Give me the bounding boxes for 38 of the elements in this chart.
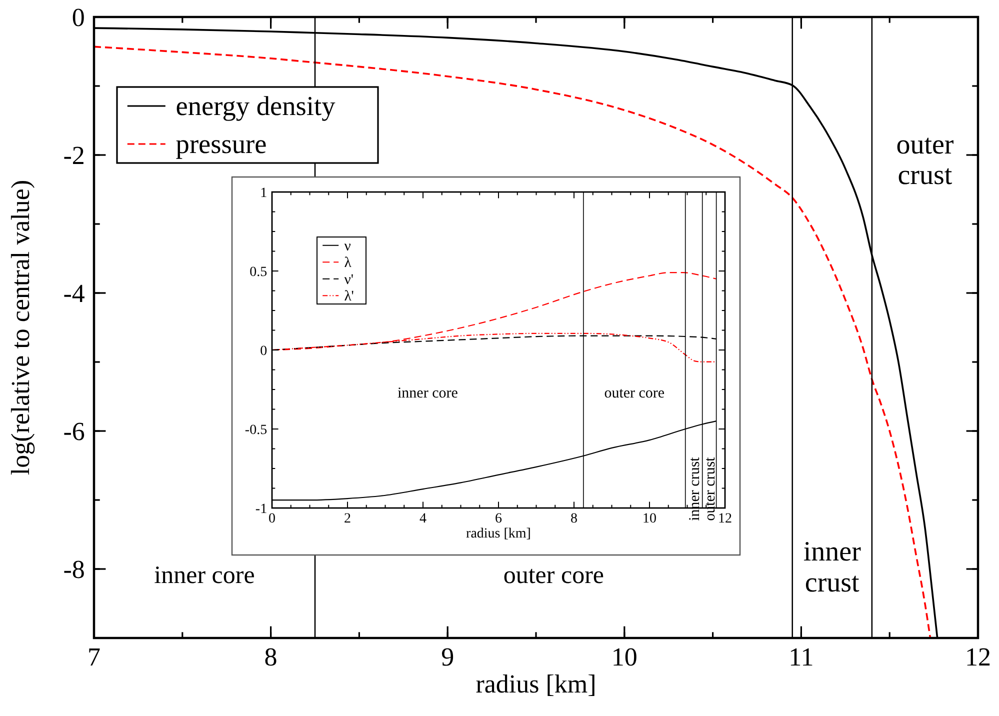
- y-tick-label: -6: [63, 417, 85, 446]
- legend-label: λ: [344, 255, 352, 272]
- x-tick-label: 8: [570, 512, 578, 527]
- y-tick-label: 0: [260, 344, 268, 359]
- y-tick-label: -4: [63, 279, 85, 308]
- x-axis-title: radius [km]: [476, 670, 596, 699]
- x-axis-title: radius [km]: [466, 526, 531, 542]
- y-tick-label: 0.5: [250, 264, 268, 280]
- y-tick-label: 0: [72, 3, 85, 32]
- x-tick-label: 9: [441, 642, 454, 672]
- x-tick-label: 11: [788, 642, 814, 672]
- legend-label: pressure: [176, 129, 267, 160]
- y-tick-label: -0.5: [244, 422, 268, 438]
- x-tick-label: 10: [611, 642, 638, 672]
- x-tick-label: 8: [264, 642, 278, 672]
- annotation: outer core: [503, 562, 604, 589]
- annotation: inner crust: [803, 536, 862, 598]
- annotation: outer core: [604, 385, 665, 402]
- legend-label: ν: [344, 238, 352, 254]
- x-tick-label: 10: [642, 512, 656, 527]
- y-axis-title: log(relative to central value): [6, 180, 35, 476]
- annotation: outer crust: [896, 129, 954, 192]
- x-tick-label: 7: [88, 642, 100, 672]
- y-tick-label: 1: [260, 186, 268, 201]
- y-tick-label: -1: [255, 502, 268, 517]
- x-tick-label: 12: [965, 642, 991, 672]
- y-tick-label: -8: [63, 555, 85, 584]
- x-tick-label: 2: [344, 512, 351, 527]
- x-tick-label: 12: [718, 512, 732, 527]
- annotation: inner core: [398, 385, 458, 402]
- annotation: inner core: [154, 562, 255, 589]
- legend-label: energy density: [176, 91, 336, 122]
- legend-label: λ': [344, 288, 354, 305]
- x-tick-label: 6: [495, 512, 502, 527]
- x-tick-label: 4: [420, 512, 426, 527]
- y-tick-label: -2: [63, 141, 85, 170]
- annotation: inner crust: [687, 456, 704, 521]
- legend-label: ν': [344, 272, 354, 288]
